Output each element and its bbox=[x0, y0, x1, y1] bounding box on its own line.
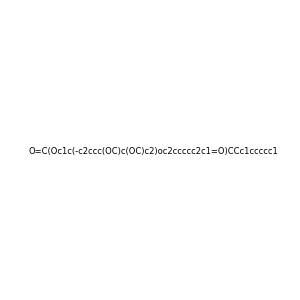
Text: O=C(Oc1c(-c2ccc(OC)c(OC)c2)oc2ccccc2c1=O)CCc1ccccc1: O=C(Oc1c(-c2ccc(OC)c(OC)c2)oc2ccccc2c1=O… bbox=[29, 147, 279, 156]
